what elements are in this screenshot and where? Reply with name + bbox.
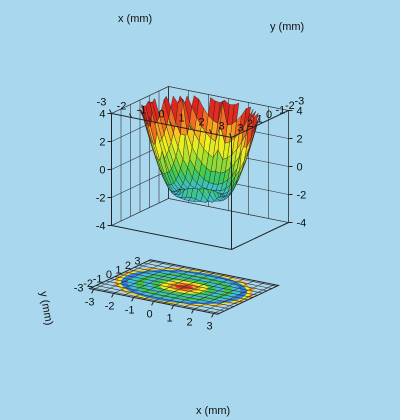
bottom-x-tick <box>191 309 195 314</box>
base-gridline <box>193 280 255 310</box>
bottom-x-tick-label: 2 <box>187 316 193 328</box>
bottom-x-tick-label: -2 <box>105 300 115 312</box>
bottom-x-tick <box>91 289 95 294</box>
right-z-tick-label: -4 <box>297 218 307 230</box>
left-z-tick-label: -4 <box>96 221 106 233</box>
base-contour-plane <box>91 260 277 314</box>
base-gridline <box>173 276 235 306</box>
top-x-tick <box>129 113 132 118</box>
top-x-tick <box>169 121 172 126</box>
base-gridline <box>124 271 253 298</box>
top-x-tick-label: -3 <box>97 97 107 109</box>
left-z-tick-label: 2 <box>99 137 105 149</box>
right-z-tick-label: 0 <box>297 162 303 174</box>
top-x-tick <box>189 125 192 130</box>
bottom-x-tick-label: -1 <box>125 304 135 316</box>
left-y-tick-label: -1 <box>93 274 103 286</box>
bottom-x-tick-label: 1 <box>167 312 173 324</box>
bottom-x-tick-label: 3 <box>207 320 213 332</box>
left-z-tick-label: -2 <box>96 193 106 205</box>
bottom-x-tick <box>111 293 115 298</box>
top-x-tick-label: 1 <box>178 113 184 125</box>
left-y-tick-label: -2 <box>83 278 93 290</box>
left-y-tick-label: -3 <box>74 283 84 295</box>
top-y-tick-label: -1 <box>276 105 286 117</box>
bottom-x-axis-title: x (mm) <box>196 405 230 417</box>
box-edge <box>111 225 232 250</box>
base-gridline <box>119 273 249 301</box>
top-x-tick <box>109 109 112 114</box>
left-y-tick-label: 2 <box>125 260 131 272</box>
base-gridline <box>203 282 265 312</box>
left-y-tick-label: 3 <box>134 256 140 268</box>
bottom-x-tick-label: -3 <box>85 296 95 308</box>
bottom-x-tick-label: 0 <box>147 308 153 320</box>
top-y-tick-label: -2 <box>285 100 295 112</box>
box-edge <box>231 222 289 250</box>
base-gridline <box>134 267 263 294</box>
bottom-x-tick <box>211 313 215 318</box>
top-x-tick-label: 2 <box>198 117 204 129</box>
top-x-tick <box>229 133 232 138</box>
top-x-axis-title: x (mm) <box>118 13 152 25</box>
top-x-tick-label: 3 <box>218 121 224 133</box>
base-gridline <box>163 274 225 304</box>
base-gridline <box>138 264 268 292</box>
left-y-axis-title: y (mm) <box>37 290 55 326</box>
left-y-tick-label: 1 <box>115 265 121 277</box>
top-y-axis-title: y (mm) <box>270 21 304 33</box>
surface-patch <box>191 95 199 118</box>
left-z-tick-label: 4 <box>99 109 105 121</box>
top-y-tick-label: 0 <box>266 109 272 121</box>
base-gridline <box>129 269 258 296</box>
base-gridline <box>213 284 275 314</box>
surface-patch <box>208 97 216 121</box>
base-gridline <box>183 278 245 308</box>
top-x-tick-label: -1 <box>137 105 147 117</box>
bottom-x-tick <box>171 305 175 310</box>
top-x-tick-label: 0 <box>158 109 164 121</box>
right-z-tick-label: -2 <box>297 190 307 202</box>
left-y-tick-label: 0 <box>106 269 112 281</box>
base-gridline <box>148 260 277 287</box>
bottom-x-tick <box>151 301 155 306</box>
left-z-tick-label: 0 <box>99 165 105 177</box>
top-x-tick-label: -2 <box>117 101 127 113</box>
base-gridline <box>143 262 272 289</box>
box-edge <box>231 110 289 138</box>
top-y-tick-label: 3 <box>238 123 244 135</box>
surface-mesh <box>138 95 261 203</box>
right-z-tick-label: 2 <box>297 134 303 146</box>
bottom-x-tick <box>131 297 135 302</box>
top-x-tick <box>149 117 152 122</box>
top-y-tick-label: -3 <box>295 96 305 108</box>
top-x-tick <box>209 129 212 134</box>
top-y-tick-label: 2 <box>247 118 253 130</box>
top-y-tick-label: 1 <box>257 114 263 126</box>
back-gridline <box>111 198 289 226</box>
base-plane-frame <box>88 259 280 315</box>
right-z-tick-label: 4 <box>297 106 303 118</box>
